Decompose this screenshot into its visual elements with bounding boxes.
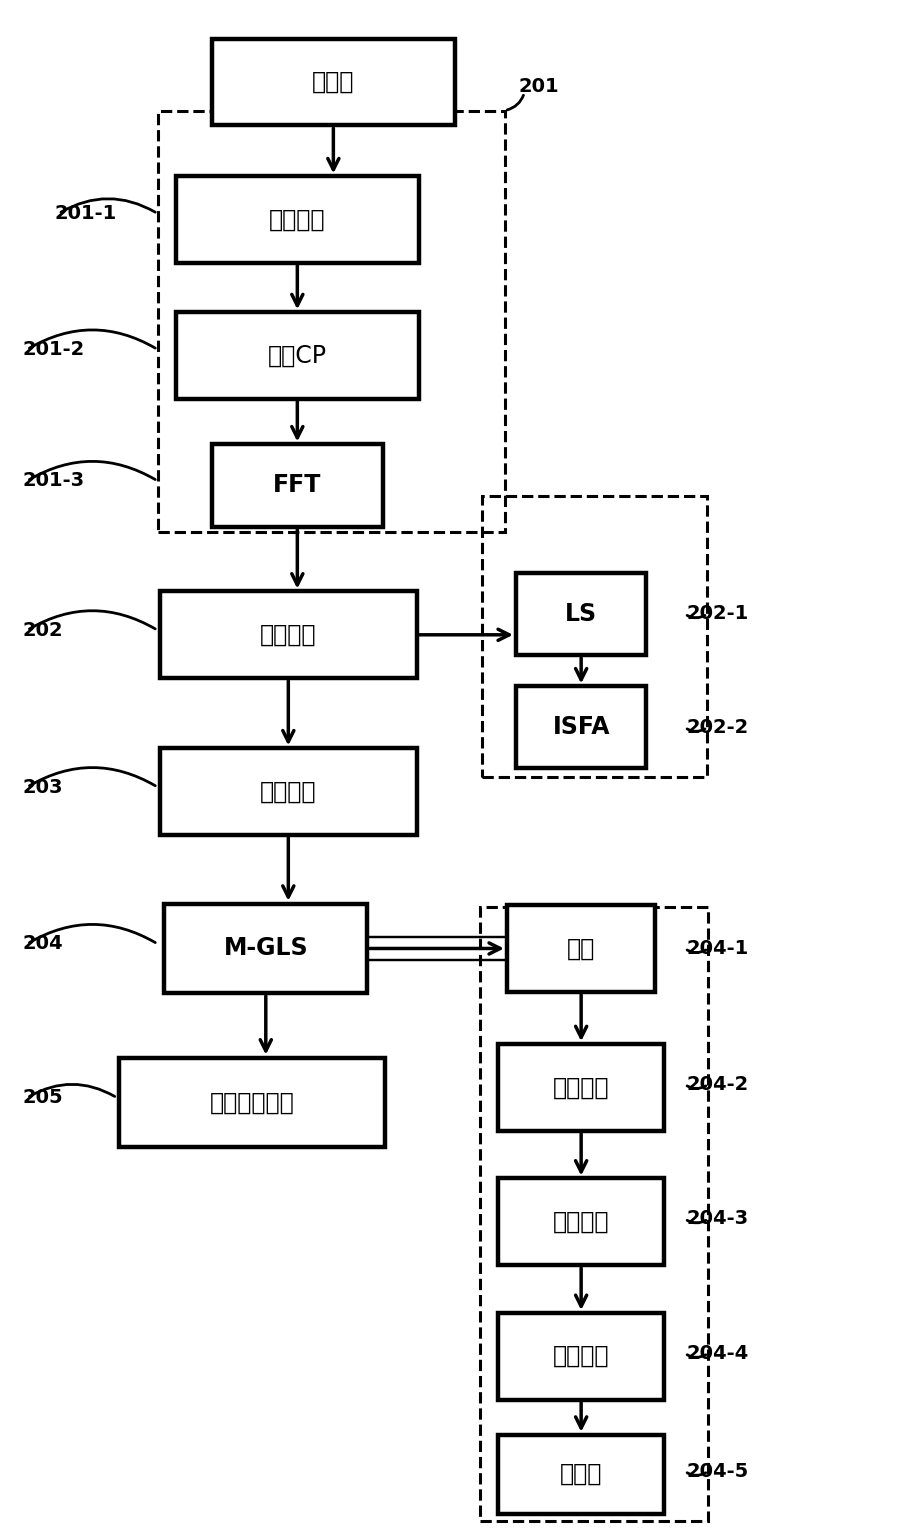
Text: 代价函数: 代价函数	[553, 1075, 609, 1099]
Text: 204-1: 204-1	[687, 939, 749, 958]
Text: 202: 202	[23, 622, 63, 640]
Bar	[160, 749, 416, 834]
Text: M-GLS: M-GLS	[223, 937, 308, 960]
Bar	[506, 905, 655, 992]
Text: ISFA: ISFA	[552, 715, 610, 739]
Text: 204-5: 204-5	[687, 1462, 749, 1480]
Bar	[497, 1435, 665, 1514]
Bar	[176, 176, 419, 263]
Text: 对偶问题: 对偶问题	[553, 1344, 609, 1369]
Text: 降维: 降维	[567, 937, 596, 960]
Text: 约束条件: 约束条件	[553, 1209, 609, 1234]
Text: 相位噪声补偿: 相位噪声补偿	[210, 1090, 295, 1115]
Text: 205: 205	[23, 1089, 63, 1107]
Bar	[212, 444, 383, 527]
Bar	[497, 1179, 665, 1265]
Text: FFT: FFT	[273, 473, 322, 498]
Text: 201: 201	[519, 77, 560, 96]
Bar	[497, 1044, 665, 1131]
Bar	[212, 38, 455, 126]
Bar	[515, 686, 647, 769]
Text: 最优解: 最优解	[560, 1462, 603, 1487]
Text: 201-1: 201-1	[54, 204, 116, 224]
Text: 信道均衡: 信道均衡	[260, 779, 316, 804]
Bar	[497, 1314, 665, 1399]
Text: 204: 204	[23, 934, 63, 954]
Bar	[158, 110, 505, 531]
Text: 色散补偿: 色散补偿	[269, 208, 325, 231]
Text: LS: LS	[565, 602, 597, 626]
Text: 203: 203	[23, 778, 63, 796]
Text: 201-2: 201-2	[23, 340, 85, 358]
Bar	[160, 591, 416, 678]
Text: 204-3: 204-3	[687, 1209, 749, 1228]
Bar	[482, 496, 707, 776]
Bar	[480, 906, 708, 1520]
Bar	[176, 312, 419, 398]
Text: 信道估计: 信道估计	[260, 623, 316, 646]
Bar	[164, 903, 368, 994]
Text: 204-2: 204-2	[687, 1075, 749, 1093]
Text: 接收端: 接收端	[312, 70, 355, 93]
Text: 204-4: 204-4	[687, 1344, 749, 1363]
Text: 202-2: 202-2	[687, 718, 749, 736]
Bar	[120, 1058, 386, 1147]
Text: 202-1: 202-1	[687, 605, 749, 623]
Bar	[515, 573, 647, 655]
Text: 去除CP: 去除CP	[268, 343, 327, 367]
Text: 201-3: 201-3	[23, 472, 85, 490]
